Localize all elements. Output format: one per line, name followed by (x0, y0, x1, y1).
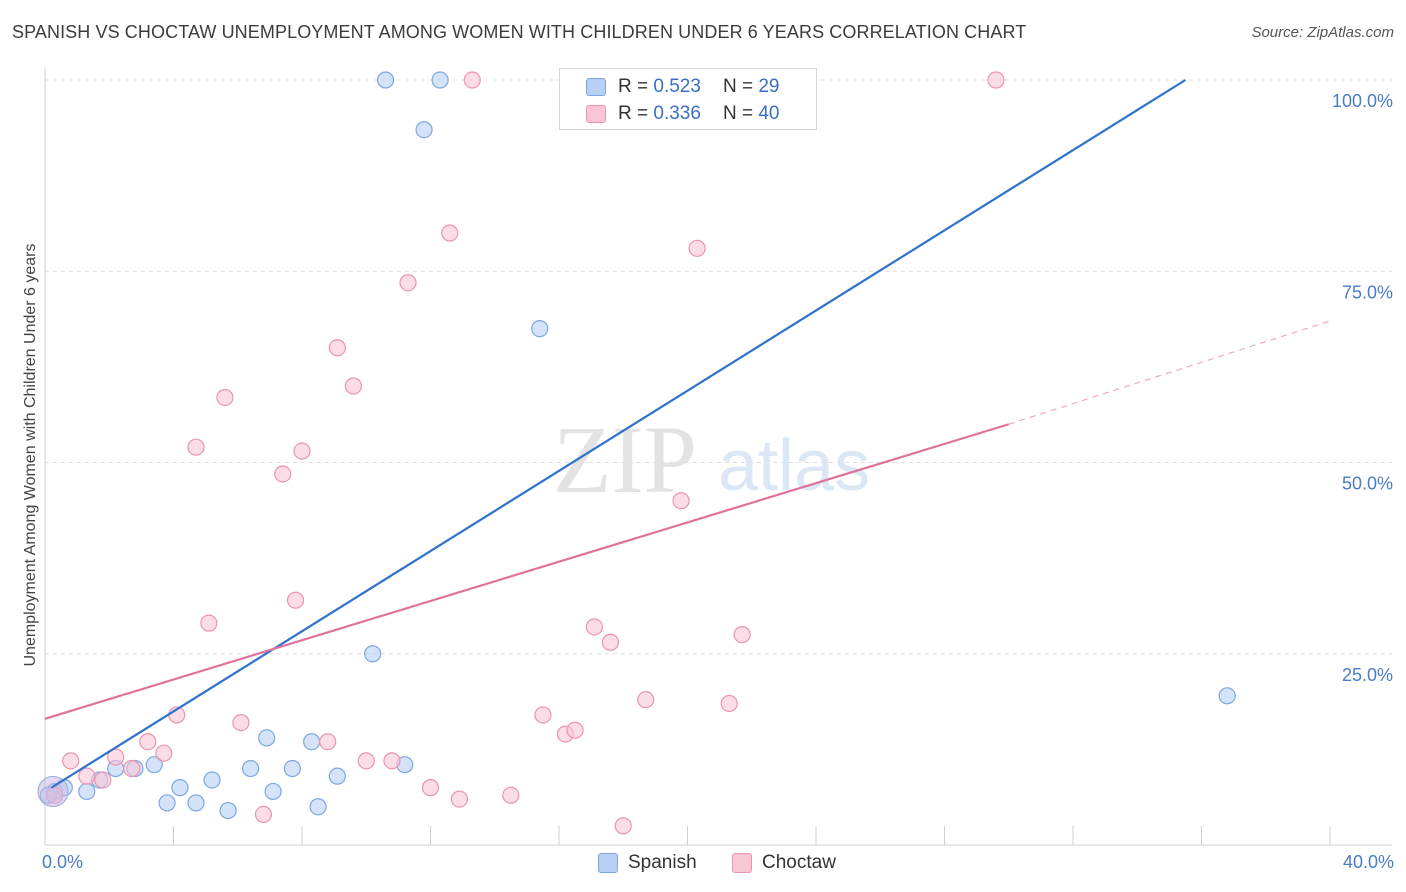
choctaw-point (62, 752, 80, 770)
spanish-point (283, 759, 301, 778)
choctaw-point (274, 465, 292, 483)
watermark-atlas: atlas (718, 426, 870, 506)
y-tick-label: 50.0% (1342, 474, 1393, 494)
choctaw-point (328, 339, 346, 357)
y-tick-label: 25.0% (1342, 665, 1393, 685)
choctaw-point (450, 790, 469, 808)
bottom-legend-choctaw-label: Choctaw (762, 852, 836, 873)
spanish-point (328, 767, 346, 785)
spanish-point (531, 320, 549, 338)
choctaw-point (733, 626, 751, 644)
spanish-point (1218, 687, 1236, 705)
y-axis-label: Unemployment Among Women with Children U… (22, 243, 39, 666)
axes (44, 68, 1392, 846)
x-tick-max: 40.0% (1342, 852, 1394, 872)
series-choctaw-points (46, 71, 1005, 835)
trend-lines (44, 79, 1331, 789)
choctaw-n-value: 40 (758, 103, 780, 124)
choctaw-point (566, 721, 584, 739)
choctaw-point (78, 767, 96, 785)
spanish-legend-swatch-icon (598, 853, 618, 873)
x-tick-min: 0.0% (42, 852, 84, 872)
choctaw-point (502, 786, 520, 804)
choctaw-point (383, 752, 401, 770)
bottom-legend-spanish-label: Spanish (628, 852, 697, 873)
legend-row-choctaw: R = 0.336 N = 40 (586, 102, 779, 126)
spanish-point (203, 771, 221, 789)
spanish-point (303, 733, 321, 751)
bottom-legend-spanish: Spanish (598, 852, 697, 874)
chart-title: SPANISH VS CHOCTAW UNEMPLOYMENT AMONG WO… (12, 22, 1027, 42)
choctaw-trend-extension (1008, 320, 1331, 425)
choctaw-point (216, 388, 234, 407)
choctaw-point (614, 817, 632, 835)
spanish-point (264, 782, 282, 801)
choctaw-point (319, 733, 337, 751)
legend-n-label: N = (722, 103, 754, 124)
choctaw-point (585, 618, 603, 636)
choctaw-point (672, 492, 690, 510)
choctaw-point (720, 694, 738, 713)
spanish-trend-line (50, 79, 1187, 789)
choctaw-r-value: 0.336 (653, 103, 701, 124)
choctaw-point (601, 633, 620, 651)
watermark: ZIP atlas (553, 406, 870, 513)
choctaw-point (286, 591, 305, 609)
origin-cluster-point (37, 775, 69, 808)
choctaw-point (441, 224, 459, 242)
choctaw-point (94, 771, 112, 789)
spanish-point (219, 801, 237, 820)
spanish-point (364, 645, 382, 663)
choctaw-point (187, 438, 205, 456)
choctaw-point (232, 713, 250, 732)
choctaw-point (399, 274, 417, 292)
grid (45, 79, 1392, 655)
y-tick-labels: 25.0% 50.0% 75.0% 100.0% (1332, 91, 1393, 685)
spanish-r-value: 0.523 (653, 76, 701, 97)
choctaw-point (357, 752, 375, 770)
choctaw-point (254, 805, 273, 824)
choctaw-point (123, 759, 141, 778)
legend-r-label: R = (618, 103, 649, 124)
spanish-swatch-icon (586, 78, 606, 96)
bottom-legend-choctaw: Choctaw (732, 852, 836, 874)
y-tick-label: 75.0% (1342, 282, 1393, 302)
choctaw-point (155, 744, 173, 762)
choctaw-point (200, 614, 218, 632)
choctaw-trend-line (44, 423, 1010, 720)
spanish-point (258, 729, 276, 747)
choctaw-point (987, 71, 1005, 89)
choctaw-legend-swatch-icon (732, 853, 752, 873)
choctaw-point (293, 442, 311, 460)
choctaw-point (107, 748, 125, 766)
choctaw-point (139, 733, 157, 751)
spanish-point (242, 759, 260, 778)
chart-source: Source: ZipAtlas.com (1251, 24, 1394, 41)
spanish-n-value: 29 (758, 76, 780, 97)
spanish-point (171, 779, 189, 797)
choctaw-point (688, 239, 706, 257)
choctaw-point (344, 377, 362, 395)
choctaw-point (637, 691, 655, 709)
choctaw-swatch-icon (586, 105, 606, 123)
legend-n-label: N = (722, 76, 754, 97)
choctaw-point (534, 706, 552, 724)
y-tick-label: 100.0% (1332, 91, 1393, 111)
legend: R = 0.523 N = 29 R = 0.336 N = 40 (559, 68, 817, 130)
spanish-point (145, 756, 163, 774)
spanish-point (187, 794, 205, 812)
data-points (37, 71, 1236, 835)
choctaw-point (463, 71, 481, 89)
legend-r-label: R = (618, 76, 649, 97)
spanish-point (431, 71, 449, 89)
choctaw-point (421, 779, 440, 797)
spanish-point (415, 121, 433, 139)
spanish-point (309, 798, 327, 816)
legend-row-spanish: R = 0.523 N = 29 (586, 75, 779, 99)
spanish-point (376, 71, 395, 89)
spanish-point (158, 794, 176, 812)
spanish-point (78, 782, 96, 801)
